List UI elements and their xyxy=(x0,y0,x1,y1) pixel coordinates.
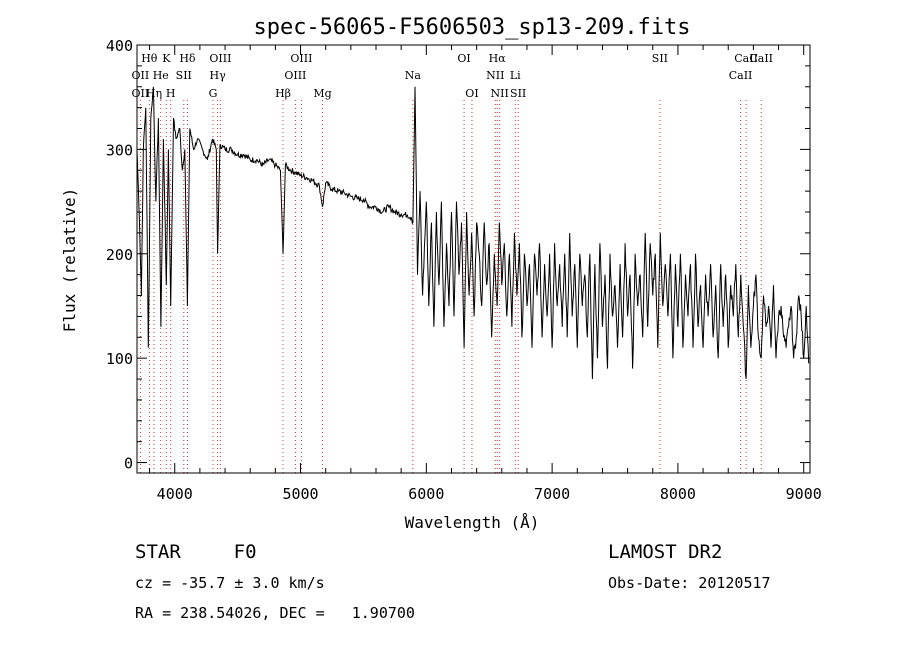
x-tick-label: 7000 xyxy=(534,485,570,503)
subclass-text: F0 xyxy=(233,541,257,563)
x-tick-label: 9000 xyxy=(786,485,822,503)
line-label: Hδ xyxy=(179,52,196,65)
y-tick-label: 0 xyxy=(124,455,133,473)
line-label: G xyxy=(209,87,218,100)
line-label: OII xyxy=(132,69,150,82)
line-label: CaII xyxy=(729,69,753,82)
survey-name: LAMOST DR2 xyxy=(608,541,723,563)
line-label: CaII xyxy=(734,52,758,65)
line-label: CaII xyxy=(749,52,773,65)
x-tick-label: 4000 xyxy=(157,485,193,503)
line-label: Mg xyxy=(313,87,331,100)
line-label: SII xyxy=(510,87,526,100)
y-axis-label: Flux (relative) xyxy=(60,188,79,333)
x-tick-label: 8000 xyxy=(660,485,696,503)
line-label: OI xyxy=(457,52,470,65)
spectral-line-markers xyxy=(139,100,762,473)
x-tick-label: 5000 xyxy=(282,485,318,503)
line-label: OIII xyxy=(290,52,312,65)
line-label: SII xyxy=(176,69,192,82)
line-label: Hα xyxy=(489,52,507,65)
chart-title: spec-56065-F5606503_sp13-209.fits xyxy=(253,15,690,40)
x-axis-ticks: 4000 5000 6000 7000 8000 9000 xyxy=(149,45,822,503)
line-label: OII xyxy=(132,87,150,100)
line-label: Hθ xyxy=(141,52,158,65)
x-axis-label: Wavelength (Å) xyxy=(405,513,540,532)
line-label: Hγ xyxy=(210,69,227,82)
line-label: OI xyxy=(465,87,478,100)
class-text: STAR xyxy=(135,541,181,563)
y-tick-label: 200 xyxy=(106,246,133,264)
line-label: OIII xyxy=(209,52,231,65)
y-tick-label: 100 xyxy=(106,350,133,368)
line-label: SII xyxy=(652,52,668,65)
spectrum-line xyxy=(136,86,810,380)
y-axis-ticks: 0 100 200 300 400 xyxy=(106,37,810,473)
line-label: Na xyxy=(405,69,422,82)
line-label: H xyxy=(166,87,176,100)
line-label: OIII xyxy=(284,69,306,82)
line-label: He xyxy=(153,69,169,82)
line-label: NII xyxy=(491,87,509,100)
plot-frame xyxy=(136,44,811,474)
y-tick-label: 400 xyxy=(106,37,133,55)
line-label: NII xyxy=(486,69,504,82)
line-label: K xyxy=(162,52,171,65)
obs-date-text: Obs-Date: 20120517 xyxy=(608,574,771,592)
redshift-text: cz = -35.7 ± 3.0 km/s xyxy=(135,574,325,592)
line-label: Hβ xyxy=(275,87,291,100)
coordinates-text: RA = 238.54026, DEC = 1.90700 xyxy=(135,604,415,622)
y-tick-label: 300 xyxy=(106,141,133,159)
object-class: STAR F0 xyxy=(135,541,257,563)
line-label: Li xyxy=(510,69,521,82)
x-tick-label: 6000 xyxy=(408,485,444,503)
